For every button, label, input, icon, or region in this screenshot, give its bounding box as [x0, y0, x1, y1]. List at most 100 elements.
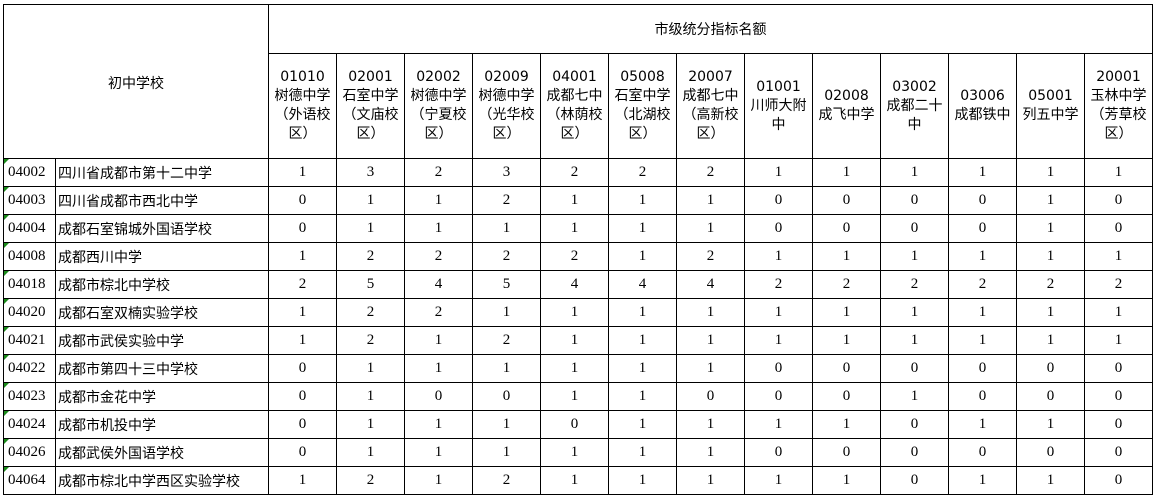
quota-cell[interactable]: 1 — [948, 298, 1017, 327]
quota-cell[interactable]: 2 — [1084, 270, 1153, 299]
quota-cell[interactable]: 2 — [948, 270, 1017, 299]
quota-cell[interactable]: 1 — [404, 214, 473, 243]
quota-cell[interactable]: 0 — [948, 382, 1017, 411]
quota-cell[interactable]: 1 — [608, 242, 677, 271]
quota-cell[interactable]: 1 — [880, 158, 949, 187]
quota-cell[interactable]: 1 — [472, 214, 541, 243]
column-header[interactable]: 02009 树德中学（光华校区） — [472, 53, 541, 159]
quota-cell[interactable]: 0 — [540, 410, 609, 439]
school-name-cell[interactable]: 四川省成都市第十二中学 — [55, 158, 269, 187]
quota-cell[interactable]: 1 — [336, 382, 405, 411]
school-name-cell[interactable]: 成都市棕北中学西区实验学校 — [55, 466, 269, 495]
quota-cell[interactable]: 1 — [1016, 214, 1085, 243]
quota-cell[interactable]: 1 — [812, 298, 881, 327]
quota-cell[interactable]: 1 — [676, 214, 745, 243]
school-code-cell[interactable]: 04018 — [3, 270, 56, 299]
quota-cell[interactable]: 1 — [608, 466, 677, 495]
quota-cell[interactable]: 1 — [1016, 158, 1085, 187]
quota-cell[interactable]: 0 — [404, 382, 473, 411]
column-header[interactable]: 03006 成都铁中 — [948, 53, 1017, 159]
quota-cell[interactable]: 0 — [1016, 382, 1085, 411]
quota-cell[interactable]: 1 — [676, 410, 745, 439]
quota-cell[interactable]: 1 — [404, 438, 473, 467]
quota-cell[interactable]: 1 — [540, 214, 609, 243]
column-header[interactable]: 20001 玉林中学（芳草校区） — [1084, 53, 1153, 159]
quota-cell[interactable]: 1 — [676, 466, 745, 495]
quota-cell[interactable]: 3 — [472, 158, 541, 187]
quota-cell[interactable]: 1 — [676, 186, 745, 215]
school-name-cell[interactable]: 四川省成都市西北中学 — [55, 186, 269, 215]
quota-cell[interactable]: 1 — [472, 298, 541, 327]
quota-cell[interactable]: 2 — [336, 466, 405, 495]
table-title[interactable]: 市级统分指标名额 — [268, 4, 1153, 54]
quota-cell[interactable]: 2 — [676, 158, 745, 187]
quota-cell[interactable]: 1 — [812, 242, 881, 271]
quota-cell[interactable]: 1 — [608, 214, 677, 243]
quota-cell[interactable]: 1 — [404, 354, 473, 383]
quota-cell[interactable]: 1 — [336, 438, 405, 467]
quota-cell[interactable]: 1 — [948, 326, 1017, 355]
quota-cell[interactable]: 0 — [880, 438, 949, 467]
quota-cell[interactable]: 2 — [404, 242, 473, 271]
school-code-cell[interactable]: 04023 — [3, 382, 56, 411]
quota-cell[interactable]: 0 — [880, 186, 949, 215]
quota-cell[interactable]: 2 — [540, 158, 609, 187]
quota-cell[interactable]: 1 — [948, 242, 1017, 271]
quota-cell[interactable]: 2 — [1016, 270, 1085, 299]
column-header[interactable]: 05001 列五中学 — [1016, 53, 1085, 159]
quota-cell[interactable]: 1 — [744, 298, 813, 327]
column-header[interactable]: 01001 川师大附中 — [744, 53, 813, 159]
quota-cell[interactable]: 1 — [472, 438, 541, 467]
quota-cell[interactable]: 1 — [1084, 158, 1153, 187]
quota-cell[interactable]: 1 — [948, 410, 1017, 439]
quota-cell[interactable]: 1 — [608, 382, 677, 411]
quota-cell[interactable]: 2 — [404, 298, 473, 327]
quota-cell[interactable]: 0 — [1016, 438, 1085, 467]
quota-cell[interactable]: 0 — [268, 186, 337, 215]
quota-cell[interactable]: 1 — [540, 298, 609, 327]
quota-cell[interactable]: 1 — [608, 410, 677, 439]
quota-cell[interactable]: 1 — [1084, 242, 1153, 271]
quota-cell[interactable]: 1 — [1016, 298, 1085, 327]
column-header[interactable]: 02001 石室中学（文庙校区） — [336, 53, 405, 159]
quota-cell[interactable]: 0 — [880, 354, 949, 383]
quota-cell[interactable]: 1 — [268, 326, 337, 355]
column-header[interactable]: 01010 树德中学（外语校区） — [268, 53, 337, 159]
quota-cell[interactable]: 0 — [744, 382, 813, 411]
quota-cell[interactable]: 0 — [1084, 438, 1153, 467]
quota-cell[interactable]: 0 — [880, 410, 949, 439]
row-header[interactable]: 初中学校 — [3, 4, 269, 159]
quota-cell[interactable]: 0 — [744, 354, 813, 383]
quota-cell[interactable]: 2 — [540, 242, 609, 271]
school-code-cell[interactable]: 04020 — [3, 298, 56, 327]
quota-cell[interactable]: 1 — [812, 158, 881, 187]
quota-cell[interactable]: 1 — [676, 326, 745, 355]
school-code-cell[interactable]: 04026 — [3, 438, 56, 467]
quota-cell[interactable]: 2 — [472, 242, 541, 271]
quota-cell[interactable]: 1 — [608, 298, 677, 327]
quota-cell[interactable]: 1 — [268, 158, 337, 187]
quota-cell[interactable]: 1 — [404, 186, 473, 215]
school-code-cell[interactable]: 04022 — [3, 354, 56, 383]
quota-cell[interactable]: 1 — [744, 466, 813, 495]
quota-cell[interactable]: 1 — [608, 326, 677, 355]
quota-cell[interactable]: 1 — [880, 326, 949, 355]
quota-cell[interactable]: 4 — [404, 270, 473, 299]
quota-cell[interactable]: 1 — [608, 354, 677, 383]
quota-cell[interactable]: 1 — [336, 410, 405, 439]
quota-cell[interactable]: 0 — [268, 354, 337, 383]
column-header[interactable]: 05008 石室中学（北湖校区） — [608, 53, 677, 159]
quota-cell[interactable]: 1 — [676, 438, 745, 467]
quota-cell[interactable]: 0 — [948, 214, 1017, 243]
quota-cell[interactable]: 1 — [336, 186, 405, 215]
quota-cell[interactable]: 1 — [540, 326, 609, 355]
quota-cell[interactable]: 0 — [1084, 382, 1153, 411]
quota-cell[interactable]: 0 — [948, 186, 1017, 215]
school-code-cell[interactable]: 04003 — [3, 186, 56, 215]
quota-cell[interactable]: 0 — [1084, 410, 1153, 439]
quota-cell[interactable]: 1 — [1016, 466, 1085, 495]
school-code-cell[interactable]: 04004 — [3, 214, 56, 243]
column-header[interactable]: 02002 树德中学（宁夏校区） — [404, 53, 473, 159]
school-name-cell[interactable]: 成都武侯外国语学校 — [55, 438, 269, 467]
school-name-cell[interactable]: 成都市武侯实验中学 — [55, 326, 269, 355]
